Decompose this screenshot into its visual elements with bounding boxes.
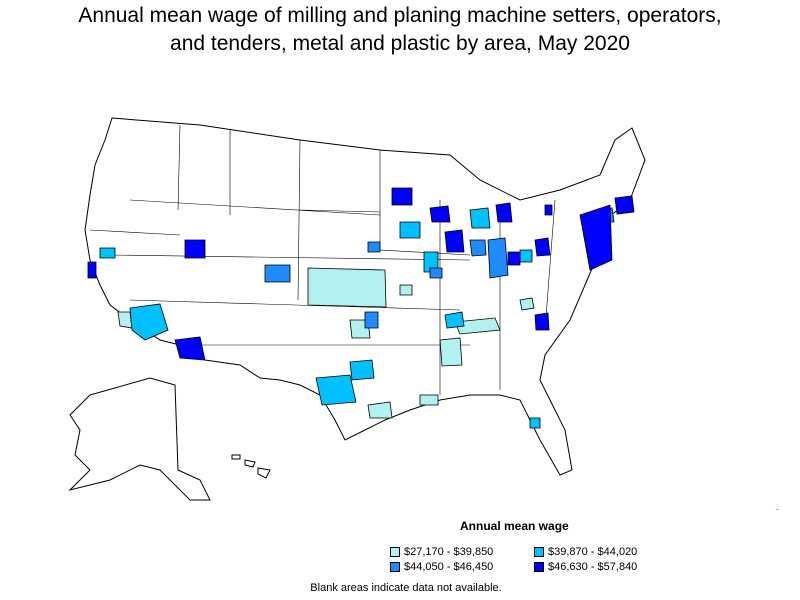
area-north-carolina xyxy=(534,312,550,331)
legend-item-1: $27,170 - $39,850 xyxy=(390,546,493,558)
legend-swatch-2 xyxy=(534,547,544,557)
area-texas-coast xyxy=(367,401,393,419)
map-title-line-2: and tenders, metal and plastic by area, … xyxy=(170,32,630,55)
area-indiana-east xyxy=(469,239,487,257)
legend-item-4: $46,630 - $57,840 xyxy=(534,561,637,573)
area-southern-california-inland xyxy=(129,303,169,341)
legend-item-3: $44,050 - $46,450 xyxy=(390,561,493,573)
area-ohio xyxy=(487,237,509,279)
area-northeast-corridor xyxy=(579,204,613,271)
map-title: Annual mean wage of milling and planing … xyxy=(0,2,800,58)
area-iowa xyxy=(367,241,381,253)
area-upstate-ny xyxy=(544,204,553,216)
area-michigan xyxy=(495,202,513,223)
us-area-map xyxy=(68,117,779,510)
area-illinois xyxy=(444,229,465,253)
alaska-outline xyxy=(68,377,211,501)
area-colorado xyxy=(264,264,291,283)
area-arizona xyxy=(174,336,206,361)
area-missouri xyxy=(429,267,443,279)
hawaii-islands xyxy=(231,454,271,479)
area-wisconsin-east xyxy=(429,205,451,223)
area-florida-west xyxy=(529,417,541,429)
area-minnesota xyxy=(391,187,413,206)
legend-label-2: $39,870 - $44,020 xyxy=(548,546,638,558)
area-arkansas xyxy=(364,311,379,329)
area-northern-california xyxy=(99,247,116,259)
legend-label-3: $44,050 - $46,450 xyxy=(404,561,494,573)
map-title-line-1: Annual mean wage of milling and planing … xyxy=(78,4,722,27)
area-virginia xyxy=(519,297,535,311)
area-mississippi xyxy=(439,337,463,367)
area-kansas xyxy=(307,267,387,308)
area-kentucky xyxy=(444,311,465,329)
footnote: Blank areas indicate data not available. xyxy=(310,582,502,594)
legend-title: Annual mean wage xyxy=(460,519,569,533)
area-west-texas xyxy=(315,374,357,406)
legend-swatch-3 xyxy=(390,562,400,572)
area-utah xyxy=(184,239,206,259)
legend-label-4: $46,630 - $57,840 xyxy=(548,561,638,573)
area-wisconsin xyxy=(399,221,421,239)
legend-label-1: $27,170 - $39,850 xyxy=(404,546,494,558)
area-east-texas xyxy=(349,359,375,381)
legend-swatch-1 xyxy=(390,547,400,557)
area-southern-california-coast xyxy=(117,311,133,329)
area-ohio-east xyxy=(534,237,551,257)
area-sf-bay xyxy=(87,261,97,279)
area-alabama-gulf xyxy=(419,394,439,406)
area-missouri-small xyxy=(399,284,413,296)
legend-swatch-4 xyxy=(534,562,544,572)
area-tennessee-valley xyxy=(454,317,501,335)
area-pennsylvania-west xyxy=(519,249,533,263)
area-michigan-west xyxy=(469,207,491,229)
area-massachusetts xyxy=(614,195,635,215)
area-pennsylvania xyxy=(507,251,521,266)
legend-item-2: $39,870 - $44,020 xyxy=(534,546,637,558)
